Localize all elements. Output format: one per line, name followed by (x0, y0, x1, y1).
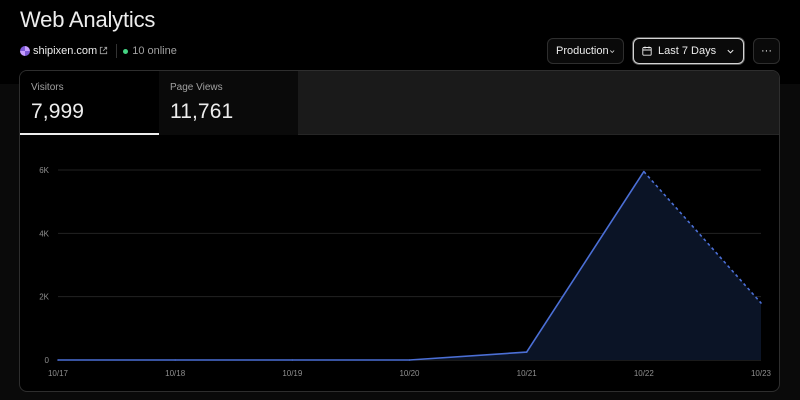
external-link-icon[interactable] (99, 46, 108, 55)
more-icon: ··· (761, 45, 772, 57)
online-count: 10 online (132, 45, 177, 57)
y-tick-label: 4K (39, 229, 49, 238)
metric-label: Visitors (31, 82, 64, 93)
environment-select[interactable]: Production (547, 38, 624, 64)
x-tick-label: 10/22 (634, 369, 655, 378)
more-options-button[interactable]: ··· (753, 38, 780, 64)
y-tick-label: 0 (45, 356, 50, 365)
visitors-chart: 0 2K 4K 6K 10/17 10/18 10/19 10/20 10/21 10/22 10/… (39, 166, 772, 378)
page-title: Web Analytics (20, 7, 156, 32)
calendar-icon (642, 46, 652, 56)
x-tick-label: 10/18 (165, 369, 186, 378)
data-point (643, 170, 645, 173)
metric-tabs: Visitors 7,999 Page Views 11,761 (20, 71, 779, 135)
data-point (525, 351, 528, 353)
site-meta-row: shipixen.com 10 online (20, 43, 177, 59)
date-range-select[interactable]: Last 7 Days (633, 38, 744, 64)
metric-value: 7,999 (31, 100, 85, 123)
series-line-projected (643, 171, 762, 304)
chevron-down-icon (609, 49, 614, 53)
data-point (174, 359, 176, 361)
environment-select-label: Production (556, 45, 609, 57)
site-favicon-icon (20, 46, 30, 56)
site-link[interactable]: shipixen.com (33, 45, 98, 57)
metric-value: 11,761 (170, 100, 234, 123)
date-range-label: Last 7 Days (658, 45, 717, 57)
tab-page-views[interactable]: Page Views 11,761 (159, 71, 298, 135)
data-point (760, 302, 762, 304)
meta-divider (116, 44, 118, 58)
x-tick-label: 10/23 (751, 369, 772, 378)
x-tick-label: 10/21 (517, 369, 538, 378)
tab-visitors[interactable]: Visitors 7,999 (20, 71, 159, 135)
series-line (58, 171, 645, 361)
x-tick-label: 10/19 (282, 369, 303, 378)
x-tick-label: 10/17 (48, 369, 69, 378)
metric-label: Page Views (170, 82, 223, 93)
data-point (408, 359, 411, 361)
data-point (57, 359, 59, 361)
x-tick-label: 10/20 (399, 369, 420, 378)
data-point (291, 359, 294, 361)
chevron-down-icon (727, 49, 734, 54)
analytics-panel: Visitors 7,999 Page Views 11,761 0 2K 4K 6K… (19, 70, 780, 392)
series-area (58, 171, 761, 360)
y-tick-label: 6K (39, 166, 49, 175)
online-status-icon (123, 48, 129, 54)
y-tick-label: 2K (39, 293, 49, 302)
